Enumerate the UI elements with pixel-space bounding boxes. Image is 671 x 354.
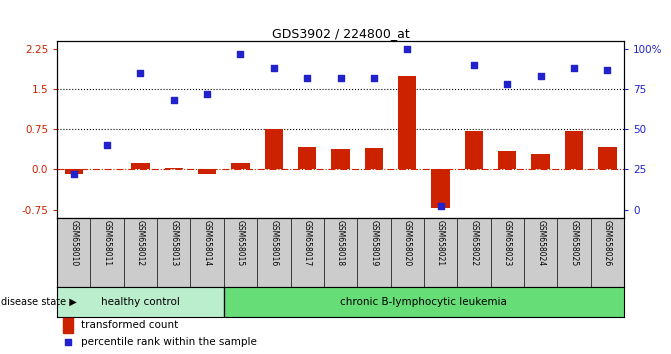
Text: GSM658026: GSM658026	[603, 220, 612, 266]
Bar	[331, 149, 350, 170]
Text: disease state ▶: disease state ▶	[1, 297, 77, 307]
Bar	[498, 151, 517, 170]
Text: GSM658010: GSM658010	[69, 220, 79, 266]
Text: transformed count: transformed count	[81, 320, 178, 330]
Point	[435, 204, 446, 209]
Bar	[264, 129, 283, 170]
Text: GSM658023: GSM658023	[503, 220, 512, 266]
Point	[62, 339, 73, 345]
Bar	[98, 169, 116, 170]
Point	[68, 171, 79, 177]
Point	[302, 75, 313, 81]
Point	[402, 46, 413, 52]
Text: GSM658018: GSM658018	[336, 220, 345, 266]
Point	[202, 91, 213, 97]
Point	[602, 67, 613, 73]
Text: GSM658024: GSM658024	[536, 220, 545, 266]
Point	[568, 65, 579, 71]
Bar	[565, 131, 583, 170]
Text: GSM658013: GSM658013	[169, 220, 178, 266]
Text: chronic B-lymphocytic leukemia: chronic B-lymphocytic leukemia	[340, 297, 507, 307]
Bar	[132, 163, 150, 170]
Point	[135, 70, 146, 76]
Text: GSM658016: GSM658016	[269, 220, 278, 266]
Point	[535, 73, 546, 79]
Bar	[465, 131, 483, 170]
Point	[235, 51, 246, 56]
Bar	[164, 168, 183, 170]
Text: GSM658011: GSM658011	[103, 220, 111, 266]
Text: GSM658017: GSM658017	[303, 220, 312, 266]
Bar	[62, 318, 73, 333]
Point	[468, 62, 479, 68]
Bar	[57, 287, 224, 317]
Bar	[398, 75, 417, 170]
Text: GSM658012: GSM658012	[136, 220, 145, 266]
Bar	[598, 147, 617, 170]
Text: percentile rank within the sample: percentile rank within the sample	[81, 337, 257, 347]
Bar	[365, 148, 383, 170]
Bar	[298, 147, 316, 170]
Text: GSM658020: GSM658020	[403, 220, 412, 266]
Point	[368, 75, 379, 81]
Bar	[531, 154, 550, 170]
Bar	[198, 170, 216, 174]
Text: GSM658015: GSM658015	[236, 220, 245, 266]
Text: GSM658019: GSM658019	[369, 220, 378, 266]
Point	[336, 75, 346, 81]
Text: healthy control: healthy control	[101, 297, 180, 307]
Text: GSM658025: GSM658025	[570, 220, 578, 266]
Point	[168, 97, 179, 103]
Text: GSM658022: GSM658022	[470, 220, 478, 266]
Text: GSM658014: GSM658014	[203, 220, 211, 266]
Point	[502, 81, 513, 87]
Point	[268, 65, 279, 71]
Title: GDS3902 / 224800_at: GDS3902 / 224800_at	[272, 27, 409, 40]
Bar	[231, 163, 250, 170]
Point	[102, 142, 113, 148]
Bar	[64, 170, 83, 174]
Bar	[431, 170, 450, 208]
Text: GSM658021: GSM658021	[436, 220, 445, 266]
